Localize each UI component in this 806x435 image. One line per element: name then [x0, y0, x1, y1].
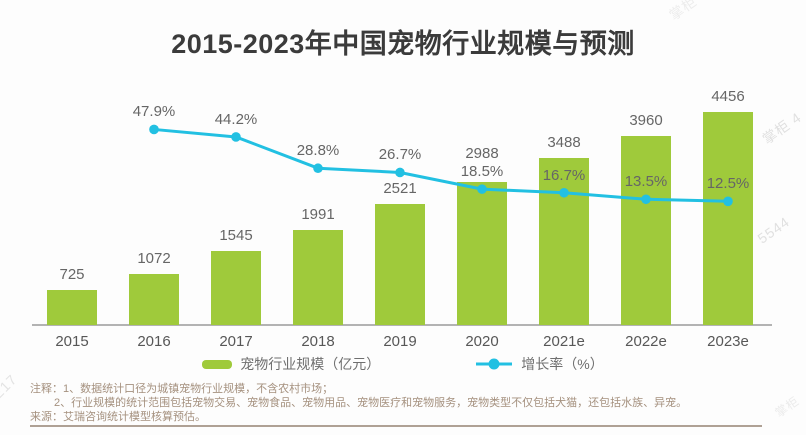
x-axis-label-2017: 2017	[219, 333, 253, 350]
growth-line-point-2017	[231, 132, 241, 142]
bar-value-label-2016: 1072	[137, 249, 171, 267]
bar-2018	[293, 229, 343, 325]
legend-label-line-series: 增长率（%）	[521, 356, 604, 372]
growth-line-point-2019	[395, 167, 405, 178]
bar-value-label-2018: 1991	[301, 205, 335, 223]
chart-title: 2015-2023年中国宠物行业规模与预测	[171, 29, 635, 59]
chart-legend: 宠物行业规模（亿元） 增长率（%）	[0, 354, 806, 374]
growth-rate-label-2016: 47.9%	[132, 103, 176, 121]
x-axis-label-2015: 2015	[55, 333, 89, 350]
bar-value-label-2023e: 4456	[711, 88, 745, 105]
line-series-swatch-icon	[476, 358, 513, 370]
growth-line-point-2018	[313, 163, 323, 174]
growth-line-point-2022e	[641, 194, 651, 205]
growth-line	[153, 127, 729, 203]
bar-series-swatch-icon	[202, 359, 233, 369]
growth-line-point-2016	[149, 124, 159, 135]
footnote-note-line-1: 注释：1、数据统计口径为城镇宠物行业规模，不含农村市场；	[30, 383, 334, 395]
legend-item-bar-series: 宠物行业规模（亿元）	[202, 354, 380, 374]
x-axis-label-2016: 2016	[137, 333, 171, 350]
growth-rate-label-2023e: 12.5%	[706, 175, 750, 193]
bar-value-label-2022e: 3960	[629, 111, 663, 129]
growth-line-point-2020	[477, 184, 487, 194]
x-axis-label-2023e: 2023e	[707, 333, 749, 350]
bar-value-label-2020: 2988	[465, 145, 499, 163]
bar-2015	[47, 290, 97, 325]
footnote-source-line: 来源：艾瑞咨询统计模型核算预估。	[30, 411, 206, 423]
legend-item-line-series: 增长率（%）	[475, 354, 604, 374]
bar-2017	[211, 251, 261, 325]
legend-label-bar-series: 宠物行业规模（亿元）	[240, 356, 381, 372]
x-axis-label-2022e: 2022e	[625, 333, 667, 350]
footer-divider	[30, 425, 762, 427]
bar-2016	[129, 273, 179, 325]
growth-rate-label-2022e: 13.5%	[624, 173, 668, 191]
growth-rate-label-2020: 18.5%	[460, 163, 504, 181]
bar-value-label-2015: 725	[59, 266, 85, 284]
growth-line-point-2021e	[559, 187, 569, 198]
bar-2022e	[621, 135, 671, 325]
x-axis-line	[32, 324, 772, 326]
bar-2021e	[539, 158, 589, 325]
bar-value-label-2019: 2521	[383, 180, 417, 198]
bar-2020	[457, 182, 507, 325]
x-axis-label-2019: 2019	[383, 333, 417, 350]
x-axis-label-2018: 2018	[301, 333, 335, 350]
x-axis-label-2020: 2020	[465, 333, 499, 350]
growth-rate-label-2018: 28.8%	[296, 142, 340, 160]
bar-value-label-2021e: 3488	[547, 134, 581, 152]
bar-2023e	[703, 112, 753, 325]
x-axis-label-2021e: 2021e	[543, 333, 585, 350]
growth-rate-label-2019: 26.7%	[378, 146, 422, 164]
growth-line-point-2023e	[723, 196, 733, 207]
growth-rate-label-2021e: 16.7%	[542, 166, 586, 184]
bar-2019	[375, 204, 425, 325]
growth-rate-label-2017: 44.2%	[214, 110, 258, 128]
bar-value-label-2017: 1545	[219, 227, 253, 245]
footnote-note-line-2: 2、行业规模的统计范围包括宠物交易、宠物食品、宠物用品、宠物医疗和宠物服务，宠物…	[54, 397, 688, 409]
